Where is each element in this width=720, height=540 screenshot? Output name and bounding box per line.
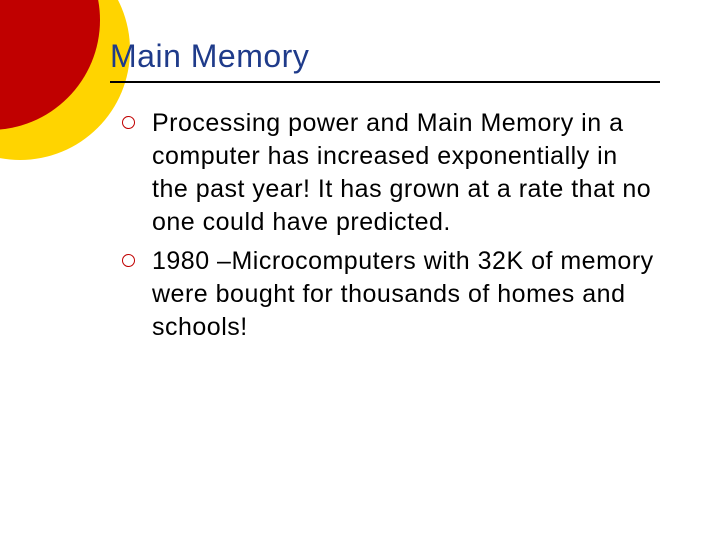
bullet-list: Processing power and Main Memory in a co… [110, 107, 660, 344]
bullet-text: Processing power and Main Memory in a co… [152, 109, 651, 236]
slide-title: Main Memory [110, 38, 660, 75]
list-item: Processing power and Main Memory in a co… [128, 107, 660, 239]
slide: Main Memory Processing power and Main Me… [0, 0, 720, 540]
bullet-text: 1980 –Microcomputers with 32K of memory … [152, 247, 654, 341]
list-item: 1980 –Microcomputers with 32K of memory … [128, 245, 660, 344]
bullet-icon [122, 254, 135, 267]
bullet-icon [122, 116, 135, 129]
title-underline [110, 81, 660, 83]
